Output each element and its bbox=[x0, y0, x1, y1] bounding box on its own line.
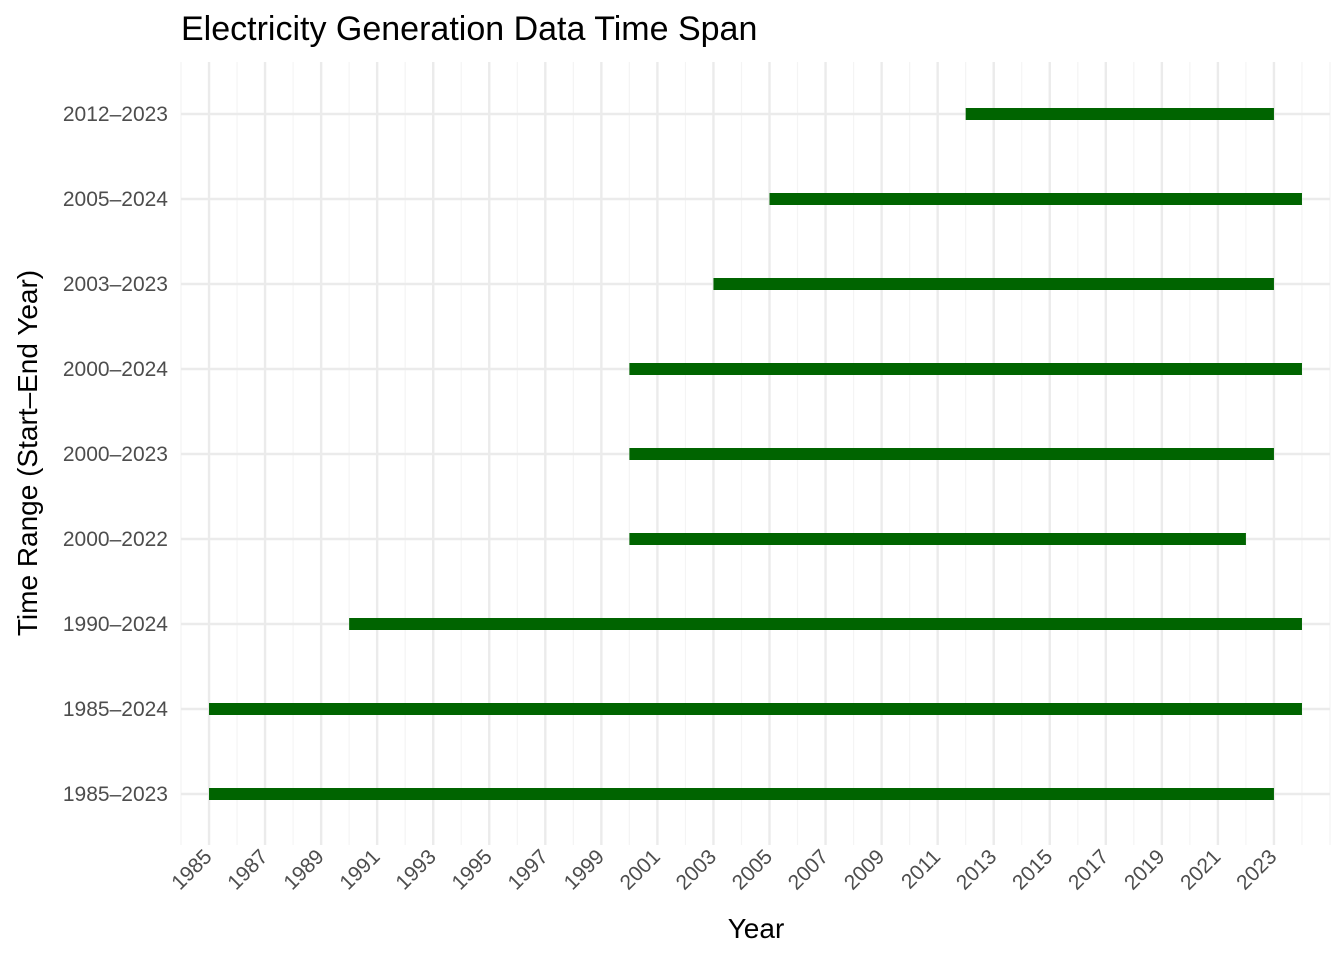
range-bar bbox=[965, 108, 1274, 120]
x-tick-label: 2003 bbox=[672, 845, 721, 894]
range-bar bbox=[769, 193, 1302, 205]
y-tick-label: 2012–2023 bbox=[63, 103, 168, 126]
x-tick-label: 1991 bbox=[335, 845, 384, 894]
y-tick-label: 2000–2024 bbox=[63, 358, 168, 381]
x-tick-label: 1989 bbox=[279, 845, 328, 894]
x-tick-label: 2021 bbox=[1176, 845, 1225, 894]
y-tick-label: 1985–2023 bbox=[63, 783, 168, 806]
range-bar bbox=[629, 448, 1274, 460]
chart-title: Electricity Generation Data Time Span bbox=[181, 10, 757, 48]
range-bar bbox=[209, 703, 1302, 715]
range-bar bbox=[629, 363, 1302, 375]
x-tick-label: 2019 bbox=[1120, 845, 1169, 894]
range-bar bbox=[349, 618, 1302, 630]
x-tick-label: 2001 bbox=[616, 845, 665, 894]
y-tick-label: 1990–2024 bbox=[63, 613, 168, 636]
y-axis-title: Time Range (Start–End Year) bbox=[12, 270, 43, 636]
x-tick-label: 2009 bbox=[840, 845, 889, 894]
bars bbox=[209, 108, 1302, 800]
range-bar bbox=[713, 278, 1274, 290]
x-tick-label: 1995 bbox=[448, 845, 497, 894]
x-tick-label: 2005 bbox=[728, 845, 777, 894]
y-tick-label: 2005–2024 bbox=[63, 188, 168, 211]
x-tick-label: 2007 bbox=[784, 845, 833, 894]
x-tick-label: 1999 bbox=[560, 845, 609, 894]
y-tick-labels: 1985–2023 1985–2024 1990–2024 2000–2022 2000… bbox=[63, 103, 168, 806]
x-tick-labels: 1985 1987 1989 1991 1993 1995 1997 1999 2001 2003… bbox=[167, 845, 1281, 894]
y-tick-label: 2003–2023 bbox=[63, 273, 168, 296]
x-tick-label: 1993 bbox=[391, 845, 440, 894]
y-tick-label: 2000–2023 bbox=[63, 443, 168, 466]
x-tick-label: 2013 bbox=[952, 845, 1001, 894]
x-axis-title: Year bbox=[728, 913, 785, 944]
y-tick-label: 2000–2022 bbox=[63, 528, 168, 551]
x-tick-label: 1997 bbox=[504, 845, 553, 894]
x-tick-label: 2015 bbox=[1008, 845, 1057, 894]
range-bar bbox=[629, 533, 1246, 545]
x-tick-label: 1987 bbox=[223, 845, 272, 894]
x-tick-label: 2023 bbox=[1232, 845, 1281, 894]
range-bar bbox=[209, 788, 1274, 800]
y-tick-label: 1985–2024 bbox=[63, 698, 168, 721]
x-tick-label: 2011 bbox=[897, 845, 945, 893]
x-tick-label: 1985 bbox=[167, 845, 216, 894]
x-tick-label: 2017 bbox=[1064, 845, 1113, 894]
